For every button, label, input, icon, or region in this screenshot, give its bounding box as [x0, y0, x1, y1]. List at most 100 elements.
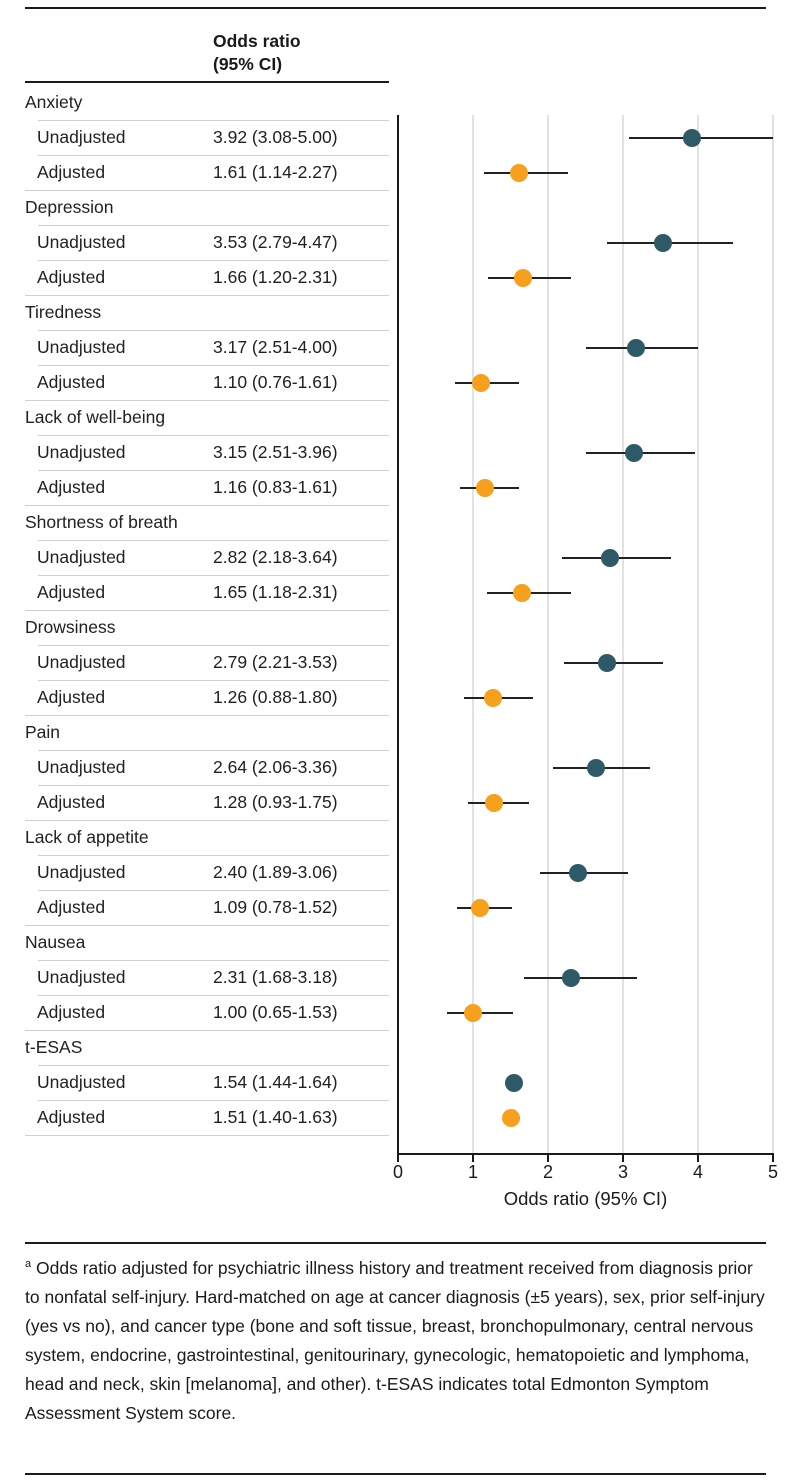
estimate-dot-unadjusted: [625, 443, 644, 462]
data-row: Unadjusted 2.82 (2.18-3.64): [25, 540, 389, 575]
row-rule: [38, 680, 389, 681]
estimate-dot-adjusted: [485, 793, 503, 812]
or-value: 1.28 (0.93-1.75): [213, 792, 338, 812]
x-axis-title: Odds ratio (95% CI): [503, 1188, 668, 1209]
or-value: 1.09 (0.78-1.52): [213, 897, 338, 917]
gridline: [772, 115, 774, 1153]
row-label: Adjusted: [37, 687, 106, 707]
x-tick-label: 3: [617, 1162, 628, 1182]
row-rule: [38, 470, 389, 471]
estimate-dot-adjusted: [483, 688, 502, 707]
x-axis-line: [397, 1153, 774, 1155]
group-label: Drowsiness: [25, 617, 116, 637]
or-value: 1.51 (1.40-1.63): [213, 1107, 338, 1127]
header-rule: [25, 81, 389, 83]
or-value: 1.10 (0.76-1.61): [213, 372, 338, 392]
data-row: Unadjusted 3.53 (2.79-4.47): [25, 225, 389, 260]
gridline: [622, 115, 624, 1153]
x-tick-label: 4: [692, 1162, 703, 1182]
row-rule: [25, 400, 389, 401]
estimate-dot-unadjusted: [600, 548, 619, 567]
row-label: Adjusted: [37, 267, 106, 287]
group-row: Anxiety: [25, 85, 389, 120]
row-rule: [38, 1065, 389, 1066]
row-rule: [25, 295, 389, 296]
row-rule: [38, 365, 389, 366]
data-row: Adjusted 1.16 (0.83-1.61): [25, 470, 389, 505]
row-rule: [38, 995, 389, 996]
row-rule: [38, 435, 389, 436]
row-label: Adjusted: [37, 162, 106, 182]
estimate-dot-adjusted: [512, 583, 531, 602]
row-rule: [38, 1100, 389, 1101]
estimate-dot-adjusted: [471, 373, 490, 392]
or-value: 3.92 (3.08-5.00): [213, 127, 338, 147]
group-row: Lack of appetite: [25, 820, 389, 855]
x-tick-label: 5: [767, 1162, 778, 1182]
row-label: Unadjusted: [37, 1072, 126, 1092]
data-row: Unadjusted 3.17 (2.51-4.00): [25, 330, 389, 365]
row-rule: [38, 960, 389, 961]
data-row: Unadjusted 2.40 (1.89-3.06): [25, 855, 389, 890]
or-column-header-line1: Odds ratio: [213, 31, 301, 51]
data-row: Adjusted 1.26 (0.88-1.80): [25, 680, 389, 715]
or-value: 1.66 (1.20-2.31): [213, 267, 338, 287]
data-row: Unadjusted 2.31 (1.68-3.18): [25, 960, 389, 995]
or-value: 1.16 (0.83-1.61): [213, 477, 338, 497]
estimate-dot-unadjusted: [683, 128, 701, 147]
row-rule: [25, 715, 389, 716]
estimate-dot-adjusted: [476, 478, 494, 497]
data-row: Adjusted 1.65 (1.18-2.31): [25, 575, 389, 610]
y-axis-line: [397, 115, 399, 1155]
row-rule: [38, 575, 389, 576]
group-label: Shortness of breath: [25, 512, 178, 532]
group-label: Depression: [25, 197, 114, 217]
or-value: 1.26 (0.88-1.80): [213, 687, 338, 707]
group-label: Tiredness: [25, 302, 102, 322]
group-label: t-ESAS: [25, 1037, 83, 1057]
data-row: Unadjusted 3.92 (3.08-5.00): [25, 120, 389, 155]
row-rule: [25, 925, 389, 926]
axis-tick: [397, 1153, 399, 1162]
row-label: Unadjusted: [37, 757, 126, 777]
estimate-dot-unadjusted: [626, 338, 645, 357]
or-value: 3.53 (2.79-4.47): [213, 232, 338, 252]
row-rule: [38, 855, 389, 856]
row-rule: [38, 645, 389, 646]
group-row: Tiredness: [25, 295, 389, 330]
row-label: Adjusted: [37, 792, 106, 812]
data-row: Adjusted 1.61 (1.14-2.27): [25, 155, 389, 190]
group-label: Anxiety: [25, 92, 83, 112]
x-tick-label: 1: [467, 1162, 478, 1182]
group-row: Depression: [25, 190, 389, 225]
ci-line: [629, 136, 773, 139]
row-label: Adjusted: [37, 477, 106, 497]
data-row: Adjusted 1.10 (0.76-1.61): [25, 365, 389, 400]
row-label: Adjusted: [37, 1002, 106, 1022]
gridline: [697, 115, 699, 1153]
row-rule: [38, 225, 389, 226]
data-row: Adjusted 1.28 (0.93-1.75): [25, 785, 389, 820]
row-rule: [25, 505, 389, 506]
or-value: 1.54 (1.44-1.64): [213, 1072, 338, 1092]
group-label: Nausea: [25, 932, 86, 952]
row-rule: [25, 820, 389, 821]
or-column-header: Odds ratio (95% CI): [213, 30, 301, 76]
axis-tick: [472, 1153, 474, 1162]
x-tick-label: 0: [392, 1162, 403, 1182]
axis-tick: [547, 1153, 549, 1162]
or-value: 3.17 (2.51-4.00): [213, 337, 338, 357]
row-rule: [38, 260, 389, 261]
bottom-rule: [25, 1473, 766, 1475]
data-row: Adjusted 1.51 (1.40-1.63): [25, 1100, 389, 1135]
estimate-dot-unadjusted: [569, 863, 587, 882]
row-label: Unadjusted: [37, 232, 126, 252]
estimate-dot-adjusted: [509, 163, 528, 182]
estimate-dot-unadjusted: [653, 233, 672, 252]
or-value: 3.15 (2.51-3.96): [213, 442, 338, 462]
row-rule: [25, 1135, 389, 1136]
data-row: Adjusted 1.66 (1.20-2.31): [25, 260, 389, 295]
axis-tick: [772, 1153, 774, 1162]
row-rule: [38, 785, 389, 786]
row-label: Unadjusted: [37, 862, 126, 882]
